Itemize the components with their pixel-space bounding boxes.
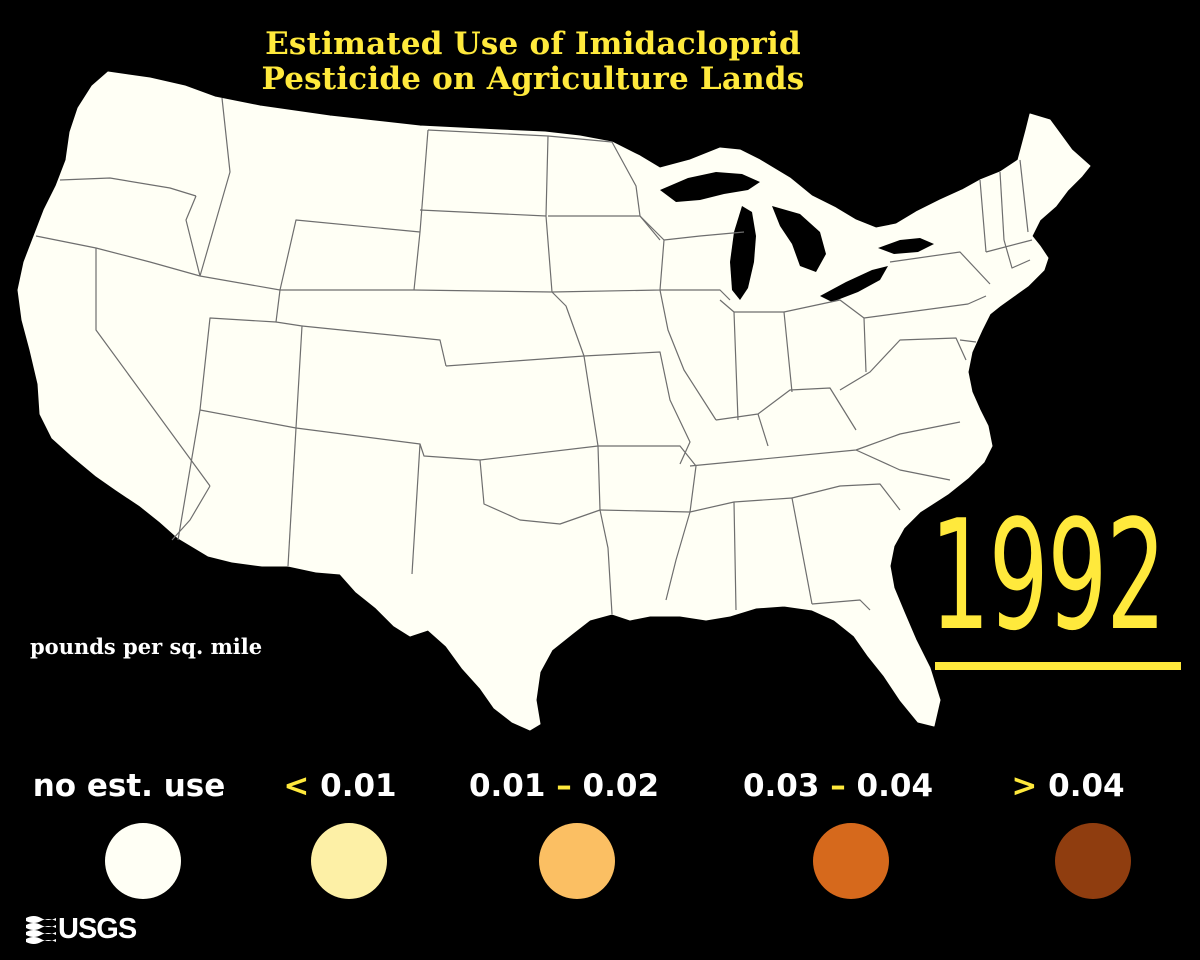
usgs-logo-text: USGS — [58, 913, 137, 945]
map-title-line-1: Estimated Use of Imidacloprid — [265, 26, 801, 62]
units-label: pounds per sq. mile — [30, 634, 263, 659]
legend-label-low: 0.01 — [468, 768, 546, 804]
legend-swatch-001-002 — [539, 823, 615, 899]
lake-ontario — [878, 238, 934, 254]
legend-label-text: no est. use — [32, 768, 226, 804]
legend-swatch-gt-004 — [1055, 823, 1131, 899]
legend-dash: – — [556, 768, 572, 804]
legend-label-no-use: no est. use — [33, 768, 226, 804]
legend-label-high: 0.04 — [856, 768, 934, 804]
legend-label-high: 0.02 — [582, 768, 660, 804]
map-title-line-2: Pesticide on Agriculture Lands — [261, 61, 805, 97]
lake-huron — [772, 206, 826, 272]
legend-label-001-002: 0.01 – 0.02 — [469, 768, 659, 804]
legend-swatch-003-004 — [813, 823, 889, 899]
legend-dash: – — [830, 768, 846, 804]
legend-label-text: 0.01 — [320, 768, 397, 804]
year-underline — [935, 662, 1181, 670]
legend-prefix: < — [283, 768, 310, 804]
state-borders — [35, 97, 1033, 615]
legend-label-low: 0.03 — [742, 768, 820, 804]
legend-swatch-lt-001 — [311, 823, 387, 899]
great-lakes — [660, 172, 934, 302]
legend-prefix: > — [1011, 768, 1038, 804]
us-landmass — [17, 71, 1091, 731]
year-label: 1992 — [930, 487, 1166, 664]
legend-label-003-004: 0.03 – 0.04 — [743, 768, 933, 804]
usgs-wave-icon — [26, 916, 56, 944]
lake-erie — [820, 266, 888, 302]
lake-michigan — [730, 206, 756, 300]
legend-label-gt-004: > 0.04 — [1011, 768, 1124, 804]
legend-label-text: 0.04 — [1048, 768, 1125, 804]
lake-superior — [660, 172, 760, 202]
legend-swatch-no-use — [105, 823, 181, 899]
legend-label-lt-001: < 0.01 — [283, 768, 396, 804]
